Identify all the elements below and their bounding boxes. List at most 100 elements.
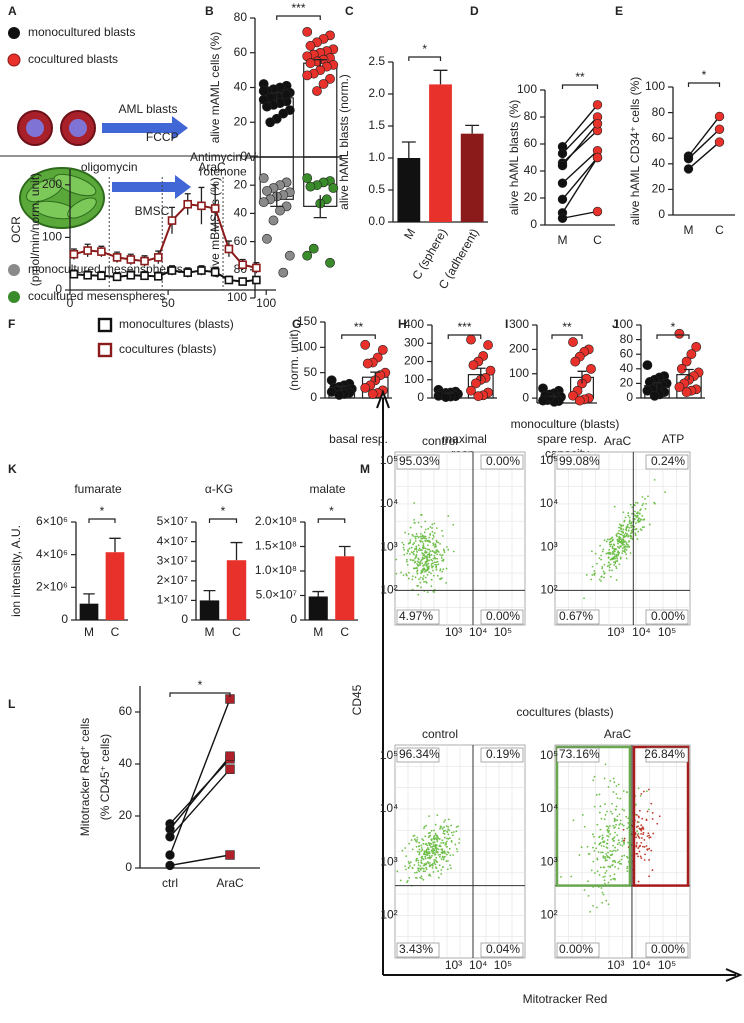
event-dot: [453, 831, 455, 833]
event-dot: [642, 502, 645, 505]
point: [238, 277, 247, 286]
event-dot: [433, 834, 436, 837]
event-dot: [417, 859, 420, 862]
event-dot: [411, 848, 414, 851]
point: [592, 100, 603, 110]
event-dot: [624, 535, 627, 538]
event-dot: [622, 524, 625, 527]
plot-title: AraC: [604, 727, 632, 741]
event-dot: [615, 533, 618, 536]
pair-line: [561, 104, 599, 148]
panel-label: M: [360, 462, 370, 476]
event-label: Antimycin A/rotenone: [190, 150, 257, 178]
event-dot: [613, 817, 616, 820]
event-dot: [590, 869, 593, 872]
event-dot: [627, 544, 630, 547]
event-dot: [435, 561, 438, 564]
event-dot: [430, 585, 433, 588]
event-dot: [428, 556, 431, 559]
significance-bracket: [169, 692, 231, 697]
event-dot: [625, 542, 628, 545]
event-dot: [407, 577, 410, 580]
error-bar: [313, 59, 327, 67]
event-dot: [606, 829, 609, 832]
quadrant-box: [645, 942, 689, 958]
event-dot: [414, 537, 417, 540]
event-dot: [570, 875, 573, 878]
y-tick-label: 40: [234, 206, 248, 220]
point: [686, 349, 697, 360]
event-dot: [409, 539, 412, 541]
event-dot: [637, 855, 639, 858]
event-dot: [415, 840, 418, 843]
event-dot: [592, 905, 594, 907]
pair-line: [169, 755, 231, 830]
event-dot: [441, 839, 444, 842]
pair-line: [562, 150, 598, 184]
event-dot: [609, 779, 612, 782]
event-dot: [625, 553, 628, 556]
event-dot: [422, 577, 424, 580]
event-dot: [592, 860, 595, 863]
event-dot: [413, 553, 415, 556]
x-tick-label: 10⁵: [658, 625, 676, 639]
event-dot: [445, 845, 448, 848]
event-dot: [423, 852, 426, 855]
event-dot: [593, 570, 596, 572]
event-dot: [593, 775, 596, 778]
point: [466, 385, 476, 396]
y-tick-label: 0: [522, 390, 529, 404]
event-dot: [430, 838, 433, 841]
event-dot: [614, 846, 616, 849]
point: [197, 266, 206, 275]
event-dot: [417, 564, 420, 567]
event-dot: [417, 864, 420, 866]
event-dot: [421, 534, 424, 537]
event-dot: [619, 556, 622, 559]
legend-dot: [8, 264, 20, 276]
event-dot: [435, 866, 437, 869]
event-dot: [451, 834, 454, 837]
event-dot: [624, 516, 627, 519]
text-line: spare resp.: [537, 432, 597, 446]
event-dot: [405, 574, 408, 577]
event-dot: [589, 910, 592, 913]
y-tick-label: 10³: [540, 854, 557, 868]
event-dot: [602, 856, 605, 859]
event-dot: [407, 533, 410, 535]
x-axis-label: Mitotracker Red: [523, 992, 608, 1006]
significance-label: ***: [457, 320, 471, 334]
event-dot: [434, 853, 437, 856]
event-dot: [612, 791, 615, 793]
event-dot: [615, 554, 618, 557]
event-dot: [441, 529, 443, 532]
point: [238, 260, 247, 270]
y-tick-label: 10²: [540, 908, 557, 922]
event-dot: [418, 845, 421, 847]
point: [302, 173, 313, 184]
event-dot: [431, 527, 433, 529]
point: [252, 263, 261, 273]
event-dot: [436, 553, 439, 556]
event-dot: [611, 850, 614, 853]
x-tick-label: ctrl: [162, 876, 178, 890]
event-dot: [396, 870, 399, 873]
event-dot: [446, 851, 449, 853]
x-tick-label: 10⁴: [632, 958, 651, 972]
event-dot: [446, 837, 448, 840]
event-dot: [638, 517, 640, 520]
event-dot: [416, 838, 419, 841]
event-dot: [422, 557, 425, 560]
event-dot: [417, 544, 420, 547]
event-dot: [651, 812, 654, 814]
y-tick-label: 1.5: [368, 118, 385, 132]
quadrant-box: [396, 942, 440, 958]
event-dot: [615, 579, 618, 581]
event-dot: [634, 532, 637, 535]
event-dot: [423, 867, 425, 870]
event-dot: [620, 525, 623, 528]
event-dot: [620, 530, 623, 533]
event-dot: [624, 532, 627, 535]
event-dot: [635, 844, 638, 847]
event-dot: [618, 539, 621, 542]
